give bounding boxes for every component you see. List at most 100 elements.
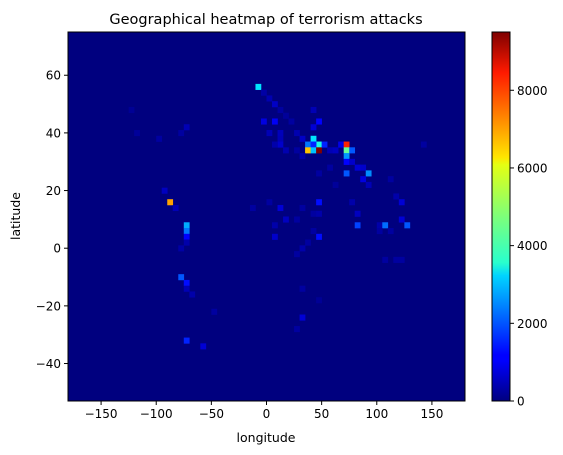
heatmap-cell (200, 343, 207, 350)
heatmap-cell (310, 141, 317, 148)
heatmap-cell (382, 222, 389, 229)
heatmap-cell (327, 164, 333, 171)
heatmap-cell (183, 285, 190, 292)
heatmap-cell (310, 147, 317, 154)
heatmap-cell (294, 251, 300, 258)
heatmap-cell (316, 210, 322, 217)
heatmap-cell (343, 141, 350, 148)
heatmap-cell (128, 106, 135, 114)
heatmap-cell (266, 130, 273, 137)
heatmap-cell (360, 176, 367, 183)
x-axis-label: longitude (237, 430, 296, 445)
heatmap-cell (172, 204, 179, 212)
heatmap-cell (183, 228, 190, 235)
heatmap-cell (343, 153, 350, 160)
heatmap-cell (178, 245, 185, 252)
heatmap-cell (294, 147, 300, 154)
heatmap-cell (283, 112, 289, 119)
heatmap-cell (310, 228, 317, 235)
heatmap-cell (272, 222, 278, 229)
heatmap-cell (255, 83, 262, 90)
heatmap-cell (327, 147, 333, 154)
heatmap-cell (272, 101, 278, 108)
heatmap-cell (310, 106, 317, 114)
heatmap-cell (294, 130, 300, 137)
heatmap-cell (349, 158, 356, 165)
y-tick-label: 60 (46, 69, 61, 83)
heatmap-cell (299, 285, 306, 292)
heatmap-cell (183, 222, 190, 229)
heatmap-cell (360, 164, 367, 171)
colorbar-tick-label: 8000 (517, 84, 548, 98)
heatmap-cell (316, 297, 322, 304)
heatmap-cell (178, 130, 185, 137)
heatmap-cell (398, 256, 405, 263)
heatmap-cell (343, 158, 350, 165)
heatmap-cell (343, 147, 350, 154)
heatmap-cell (393, 193, 400, 200)
heatmap-cell (272, 118, 278, 125)
heatmap-cell (404, 222, 411, 229)
heatmap-cell (349, 199, 356, 206)
heatmap-cell (393, 256, 400, 263)
heatmap-cell (183, 337, 190, 344)
heatmap-cell (338, 141, 344, 148)
heatmap-cell (398, 216, 405, 223)
y-axis-label: latitude (8, 192, 23, 240)
heatmap-cell (376, 228, 383, 235)
x-tick-label: −50 (199, 407, 224, 421)
x-tick-label: −100 (140, 407, 173, 421)
heatmap-cell (365, 181, 372, 188)
heatmap-cell (299, 135, 306, 142)
colorbar-tick-label: 2000 (517, 317, 548, 331)
chart-title: Geographical heatmap of terrorism attack… (109, 12, 422, 28)
heatmap-cell (260, 118, 267, 125)
heatmap-cell (260, 89, 267, 96)
heatmap-cell (354, 164, 361, 171)
heatmap-cell (332, 147, 339, 154)
y-tick-label: −20 (36, 299, 61, 313)
heatmap-cell (305, 239, 311, 246)
heatmap-cell (294, 216, 300, 223)
x-tick-label: 50 (314, 407, 329, 421)
heatmap-cell (321, 141, 328, 148)
heatmap-cell (376, 222, 383, 229)
heatmap-cell (316, 147, 322, 154)
heatmap-cell (349, 147, 356, 154)
heatmap-cell (316, 170, 322, 177)
heatmap-cell (277, 130, 284, 137)
colorbar-tick-label: 4000 (517, 239, 548, 253)
heatmap-cell (299, 204, 306, 212)
heatmap-cell (266, 95, 273, 102)
y-axis-ticks: −40 −20 0 20 40 60 (36, 69, 68, 371)
x-tick-label: −150 (85, 407, 118, 421)
heatmap-cell (310, 210, 317, 217)
heatmap-cell (310, 124, 317, 131)
heatmap-cell (316, 118, 322, 125)
heatmap-cell (183, 239, 190, 246)
heatmap-cell (305, 141, 311, 148)
heatmap-cell (167, 199, 174, 206)
colorbar-tick-label: 6000 (517, 161, 548, 175)
heatmap-cell (420, 141, 427, 148)
heatmap-cell (283, 147, 289, 154)
heatmap-cell (283, 216, 289, 223)
heatmap-cell (294, 326, 300, 333)
y-tick-label: 0 (53, 242, 61, 256)
heatmap-cell (354, 222, 361, 229)
y-tick-label: 40 (46, 126, 61, 140)
y-tick-label: 20 (46, 184, 61, 198)
heatmap-cell (189, 291, 196, 298)
heatmap-cell (332, 181, 339, 188)
heatmap-cell (183, 124, 190, 131)
heatmap-cell (398, 199, 405, 206)
heatmap-cell (354, 210, 361, 217)
heatmap-cell (183, 233, 190, 240)
heatmap-cell (277, 141, 284, 148)
heatmap-cell (299, 245, 306, 252)
heatmap-cell (161, 187, 168, 194)
colorbar-tick-label: 0 (517, 395, 525, 409)
heatmap-cell (288, 118, 295, 125)
heatmap-cell (277, 106, 284, 114)
